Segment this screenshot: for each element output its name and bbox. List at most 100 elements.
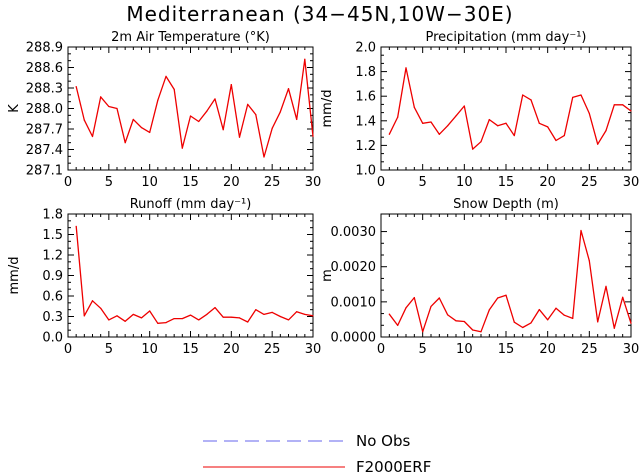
data-point [83, 119, 85, 121]
chart-panel: Runoff (mm day⁻¹) mm/d 0 5 10 15 20 25 30 0.0 0.3 0… [7, 197, 321, 357]
x-tick-label: 15 [498, 342, 515, 357]
y-tick-label: 288.9 [26, 41, 63, 56]
data-point [455, 320, 457, 322]
data-point [247, 321, 249, 323]
x-tick-label: 25 [264, 342, 281, 357]
y-tick-label: 1.5 [42, 228, 63, 243]
series-line [75, 58, 314, 158]
y-tick-label: 1.2 [42, 249, 63, 264]
data-point [296, 118, 298, 121]
data-point [597, 321, 599, 323]
data-point [173, 88, 175, 90]
y-tick-label: 1.6 [355, 90, 376, 105]
x-tick-label: 30 [305, 342, 322, 357]
x-tick-label: 10 [141, 175, 158, 190]
x-tick-label: 5 [419, 342, 427, 357]
data-point [247, 103, 249, 105]
data-point [238, 317, 241, 319]
y-tick-label: 0.9 [42, 269, 63, 284]
data-point [173, 317, 175, 320]
data-point [572, 317, 574, 319]
y-tick-label: 1.0 [355, 164, 376, 179]
data-point [304, 58, 306, 60]
x-tick-label: 0 [377, 175, 385, 190]
panel-title: Runoff (mm day⁻¹) [130, 197, 252, 212]
data-point [83, 315, 85, 317]
data-point [124, 320, 126, 322]
data-point [157, 99, 159, 101]
y-tick-label: 0.0000 [331, 331, 377, 346]
data-point [214, 307, 216, 309]
data-point [438, 133, 440, 135]
data-point [271, 127, 273, 129]
data-point [116, 315, 118, 317]
data-point [312, 135, 314, 138]
data-point [538, 122, 540, 124]
data-point [140, 317, 143, 319]
y-tick-label: 0.6 [42, 290, 63, 305]
data-point [422, 331, 424, 333]
data-point [547, 319, 549, 321]
data-point [480, 331, 482, 333]
data-point [222, 129, 224, 131]
x-tick-label: 20 [223, 342, 240, 357]
data-point [463, 320, 465, 323]
x-tick-label: 0 [377, 342, 385, 357]
data-point [165, 75, 167, 77]
data-point [555, 307, 557, 309]
data-point [189, 314, 192, 316]
data-point [140, 127, 143, 129]
x-tick-label: 25 [581, 342, 598, 357]
data-point [580, 229, 582, 232]
y-tick-label: 288.0 [26, 102, 63, 117]
y-axis-label: K [7, 104, 22, 113]
data-point [255, 309, 257, 311]
x-tick-label: 30 [623, 175, 639, 190]
data-point [100, 307, 102, 309]
data-point [91, 135, 94, 138]
panel-title: Snow Depth (m) [453, 197, 559, 212]
data-point [588, 112, 590, 115]
data-point [312, 315, 314, 317]
y-tick-label: 0.0020 [331, 260, 377, 275]
data-point [472, 148, 474, 150]
chart-panel: 2m Air Temperature (°K) K 0 5 10 15 20 25 30 287.… [7, 30, 321, 190]
data-point [447, 125, 449, 127]
y-tick-label: 1.4 [355, 114, 376, 129]
data-point [447, 314, 449, 316]
chart-panel: Snow Depth (m) m 0 5 10 15 20 25 30 0.0000 0.0010 0… [320, 197, 639, 357]
data-point [522, 326, 524, 329]
plot-frame [67, 46, 314, 171]
data-point [505, 294, 507, 296]
data-point [388, 313, 390, 315]
data-point [522, 94, 524, 96]
plot-frame [67, 213, 314, 338]
x-tick-label: 15 [498, 175, 515, 190]
data-point [149, 310, 151, 312]
data-point [555, 139, 557, 142]
data-point [513, 321, 515, 323]
x-tick-label: 15 [182, 175, 199, 190]
panels: 2m Air Temperature (°K) K 0 5 10 15 20 25 30 287.… [7, 30, 639, 357]
y-tick-label: 0.0 [42, 331, 63, 346]
data-point [530, 322, 532, 324]
x-tick-label: 0 [64, 175, 72, 190]
data-point [124, 142, 126, 144]
panel-title: 2m Air Temperature (°K) [111, 30, 270, 45]
x-tick-label: 0 [64, 342, 72, 357]
data-point [157, 322, 159, 324]
data-point [630, 110, 632, 112]
data-point [588, 260, 590, 262]
data-point [75, 225, 77, 227]
data-point [271, 311, 273, 313]
x-tick-label: 30 [305, 175, 322, 190]
y-tick-label: 287.4 [26, 143, 63, 158]
x-tick-label: 5 [105, 342, 113, 357]
x-tick-label: 25 [264, 175, 281, 190]
data-point [132, 313, 134, 316]
y-tick-label: 0.3 [42, 310, 63, 325]
data-point [397, 324, 399, 327]
data-point [463, 105, 465, 107]
data-point [198, 120, 200, 123]
data-point [181, 317, 183, 320]
